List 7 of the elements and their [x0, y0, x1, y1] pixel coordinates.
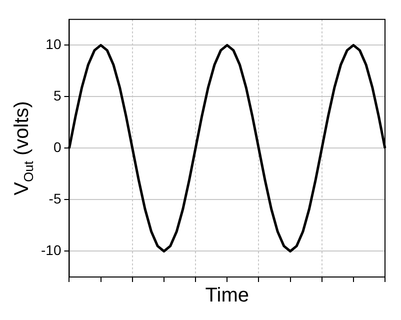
y-tick-label: 5	[53, 88, 62, 104]
y-tick-label: 0	[53, 139, 62, 156]
y-tick-label: -5	[48, 190, 62, 207]
x-axis-title: Time	[205, 284, 249, 307]
y-tick-label: 10	[46, 36, 62, 52]
y-tick-label: -10	[41, 242, 62, 258]
y-axis-title: VOut (volts)	[11, 101, 36, 196]
